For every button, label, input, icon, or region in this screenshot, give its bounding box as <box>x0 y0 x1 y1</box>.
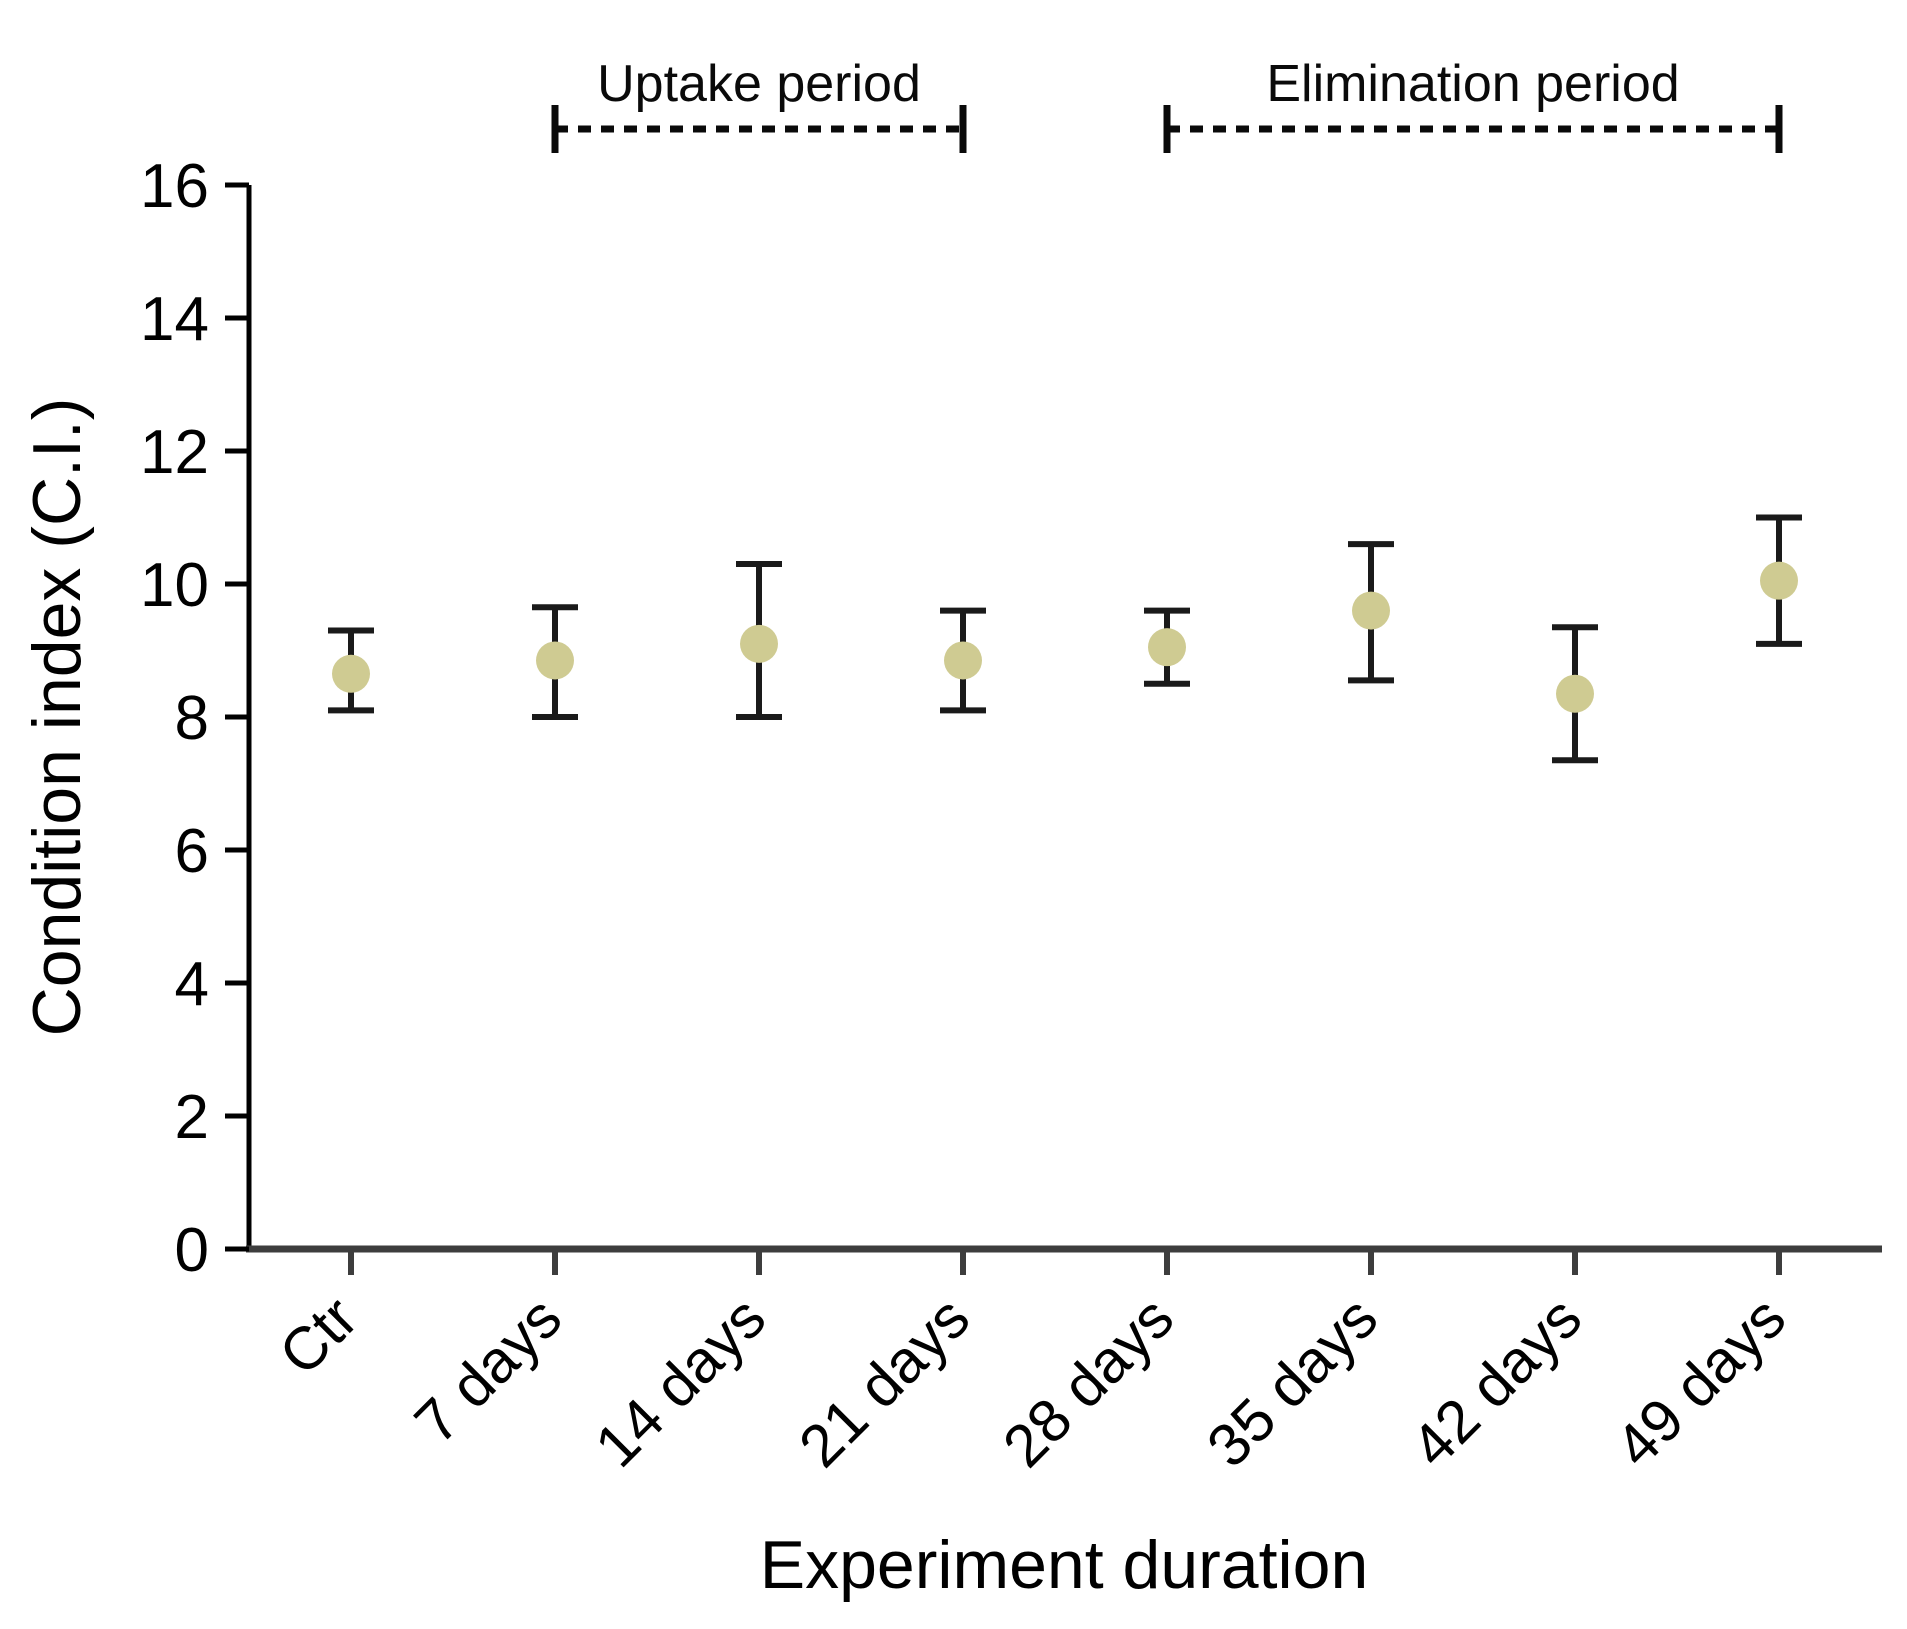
y-tick-label: 16 <box>140 152 209 221</box>
x-category-label: 35 days <box>1194 1284 1390 1480</box>
data-point-marker <box>1556 674 1594 713</box>
data-point-marker <box>1148 628 1186 667</box>
y-tick-label: 4 <box>175 950 209 1019</box>
y-tick-label: 12 <box>140 418 209 487</box>
x-category-label: 14 days <box>582 1284 778 1480</box>
x-category-label: 21 days <box>786 1284 982 1480</box>
x-category-label: 49 days <box>1602 1284 1798 1480</box>
x-axis-title: Experiment duration <box>760 1527 1369 1603</box>
y-axis-title: Condition index (C.I.) <box>19 398 95 1037</box>
x-category-label: Ctr <box>266 1284 370 1388</box>
x-category-label: 28 days <box>990 1284 1186 1480</box>
data-point-marker <box>536 641 574 680</box>
y-tick-label: 10 <box>140 551 209 620</box>
y-tick-label: 8 <box>175 684 209 753</box>
y-tick-label: 14 <box>140 285 209 354</box>
data-point-marker <box>1760 561 1798 600</box>
uptake-period-label: Uptake period <box>597 55 921 113</box>
chart-plot-area: 0 2 4 6 8 10 12 14 16 Ctr 7 days 14 days 21 days 28 d… <box>140 105 1882 1480</box>
data-point-marker <box>332 654 370 693</box>
data-point-marker <box>944 641 982 680</box>
y-tick-label: 2 <box>175 1083 209 1152</box>
x-category-label: 42 days <box>1398 1284 1594 1480</box>
elimination-period-label: Elimination period <box>1266 55 1679 113</box>
y-tick-label: 0 <box>175 1216 209 1285</box>
x-category-label: 7 days <box>402 1284 574 1456</box>
data-point-marker <box>1352 591 1390 630</box>
data-point-marker <box>740 624 778 663</box>
y-tick-label: 6 <box>175 817 209 886</box>
